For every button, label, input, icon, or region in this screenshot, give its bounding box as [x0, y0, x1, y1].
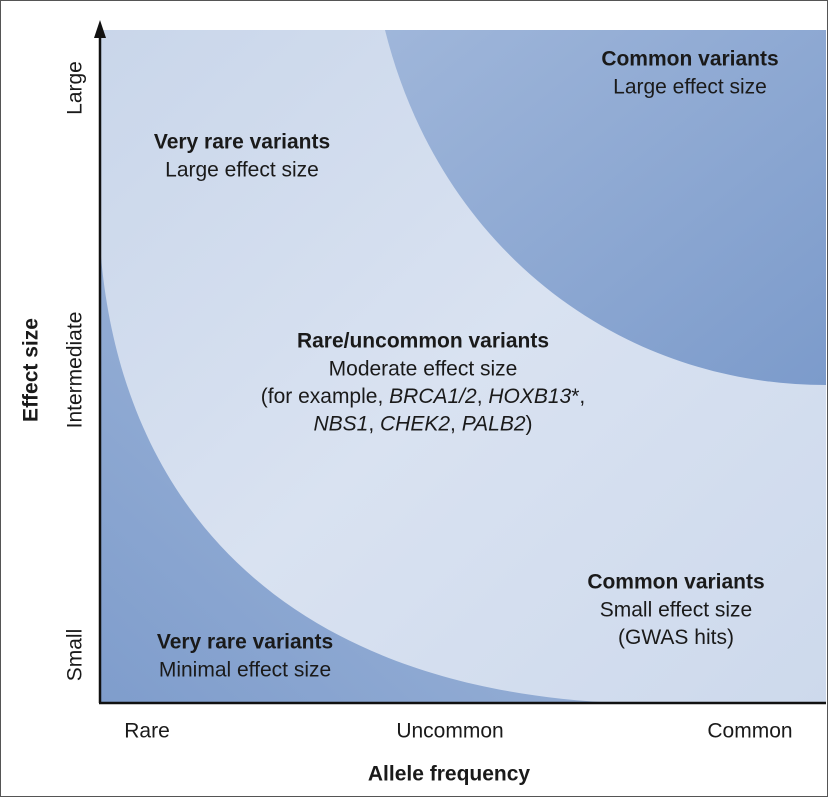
text-span: Small effect size — [600, 598, 753, 621]
x-label: Uncommon — [396, 720, 503, 743]
region-line: Minimal effect size — [159, 658, 331, 681]
text-span: (for example, — [261, 385, 389, 408]
text-span: (GWAS hits) — [618, 626, 734, 649]
rare-minimal-region — [100, 245, 620, 703]
text-span: Moderate effect size — [329, 357, 518, 380]
region-line: Large effect size — [165, 158, 319, 181]
text-span: ) — [526, 412, 533, 435]
region-title: Very rare variants — [154, 131, 330, 154]
text-span: CHEK2 — [380, 412, 450, 435]
y-title: Effect size — [20, 318, 43, 422]
region-line: NBS1, CHEK2, PALB2) — [313, 412, 532, 435]
region-line: Small effect size — [600, 598, 753, 621]
text-span: Minimal effect size — [159, 658, 331, 681]
region-title: Rare/uncommon variants — [297, 330, 549, 353]
text-span: NBS1 — [313, 412, 368, 435]
x-label: Rare — [124, 720, 170, 743]
text-span: , — [368, 412, 380, 435]
text-span: Large effect size — [613, 75, 767, 98]
text-span: BRCA1/2 — [389, 385, 477, 408]
region-line: (GWAS hits) — [618, 626, 734, 649]
region-title: Common variants — [587, 571, 764, 594]
common-large-region — [385, 30, 826, 385]
text-span: PALB2 — [462, 412, 526, 435]
y-label: Small — [64, 629, 87, 682]
region-title: Very rare variants — [157, 631, 333, 654]
text-span: Large effect size — [165, 158, 319, 181]
region-line: (for example, BRCA1/2, HOXB13*, — [261, 385, 586, 408]
text-span: HOXB13 — [488, 385, 571, 408]
y-label: Intermediate — [64, 312, 87, 429]
y-axis-arrow — [94, 20, 106, 38]
region-title: Common variants — [601, 48, 778, 71]
text-span: , — [477, 385, 489, 408]
x-label: Common — [707, 720, 792, 743]
y-label: Large — [64, 61, 87, 115]
text-span: , — [450, 412, 462, 435]
labels: Rare Uncommon Common Allele frequency Small I… — [20, 48, 793, 786]
text-span: *, — [571, 385, 585, 408]
x-title: Allele frequency — [368, 763, 531, 786]
region-line: Moderate effect size — [329, 357, 518, 380]
region-line: Large effect size — [613, 75, 767, 98]
